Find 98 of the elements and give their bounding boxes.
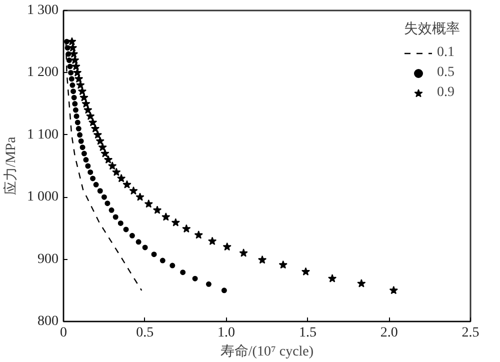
- point: [74, 120, 80, 126]
- point: [171, 218, 180, 226]
- x-tick-label: 2.5: [462, 326, 480, 340]
- point: [129, 186, 138, 195]
- point: [152, 206, 162, 214]
- point: [88, 118, 98, 126]
- point: [78, 138, 84, 144]
- point: [69, 50, 78, 58]
- point: [101, 194, 107, 200]
- point: [78, 86, 87, 96]
- point: [104, 200, 110, 206]
- point: [82, 99, 90, 108]
- x-tick-label: 1.0: [218, 326, 236, 340]
- y-tick-label: 800: [38, 314, 58, 329]
- point: [151, 252, 157, 258]
- legend-title: 失效概率: [404, 20, 460, 38]
- point: [162, 212, 170, 221]
- point: [206, 281, 212, 287]
- point: [328, 274, 337, 282]
- y-tick-label: 900: [38, 252, 58, 267]
- x-tick-label: 0: [60, 326, 67, 340]
- point: [88, 169, 94, 175]
- y-tick-label: 1 100: [27, 127, 58, 142]
- point: [72, 101, 78, 107]
- point: [72, 107, 78, 113]
- point: [160, 258, 166, 264]
- point: [144, 199, 153, 208]
- legend-label: 0.1: [437, 45, 456, 61]
- point: [116, 174, 126, 182]
- point: [104, 155, 113, 164]
- point: [357, 279, 366, 288]
- point: [118, 220, 124, 226]
- legend-label: 0.9: [437, 85, 456, 101]
- point: [80, 144, 86, 150]
- y-tick-label: 1 200: [27, 65, 58, 80]
- point: [170, 262, 176, 268]
- point: [96, 136, 104, 145]
- point: [98, 142, 107, 152]
- point: [68, 76, 74, 82]
- point: [70, 88, 76, 94]
- point: [93, 182, 99, 188]
- point: [221, 288, 227, 294]
- point: [84, 106, 92, 114]
- point: [64, 45, 70, 51]
- point: [136, 192, 144, 201]
- x-tick-label: 1.5: [298, 326, 316, 340]
- point: [100, 149, 110, 158]
- point: [64, 38, 70, 44]
- point: [83, 157, 89, 163]
- point: [90, 124, 100, 132]
- point: [76, 80, 85, 89]
- point: [182, 224, 191, 233]
- point: [67, 64, 73, 70]
- point: [85, 163, 91, 169]
- point: [194, 230, 203, 239]
- point: [97, 188, 103, 194]
- point: [70, 56, 80, 64]
- point: [66, 58, 72, 64]
- point: [76, 126, 82, 132]
- x-axis-title: 寿命/(10⁷ cycle): [220, 344, 314, 360]
- point: [81, 150, 87, 156]
- point: [301, 267, 310, 276]
- point: [108, 162, 117, 170]
- point: [108, 207, 114, 213]
- point: [72, 62, 80, 70]
- point: [112, 214, 118, 220]
- point: [86, 112, 95, 120]
- point: [74, 74, 84, 83]
- point: [77, 132, 83, 138]
- point: [136, 239, 142, 245]
- point: [389, 286, 398, 294]
- point: [66, 51, 72, 57]
- y-tick-label: 1 000: [27, 190, 58, 205]
- point: [73, 68, 82, 76]
- point: [68, 37, 76, 46]
- point: [129, 232, 135, 238]
- point: [93, 130, 102, 139]
- point: [70, 82, 76, 88]
- x-tick-label: 2.0: [380, 326, 398, 340]
- point: [222, 242, 232, 251]
- point: [90, 176, 96, 182]
- point: [192, 276, 198, 282]
- y-tick-label: 1 300: [27, 3, 58, 18]
- point: [142, 244, 148, 250]
- x-tick-label: 0.5: [136, 326, 154, 340]
- point: [208, 236, 217, 245]
- point: [74, 113, 80, 119]
- point: [239, 248, 248, 257]
- point: [180, 270, 186, 276]
- point: [68, 70, 74, 76]
- point: [258, 255, 267, 264]
- point: [278, 260, 288, 269]
- y-axis-title: 应力/MPa: [3, 136, 19, 196]
- point: [71, 94, 77, 100]
- point: [112, 168, 121, 176]
- point: [123, 226, 129, 232]
- legend-label: 0.5: [437, 65, 456, 81]
- point: [122, 180, 132, 188]
